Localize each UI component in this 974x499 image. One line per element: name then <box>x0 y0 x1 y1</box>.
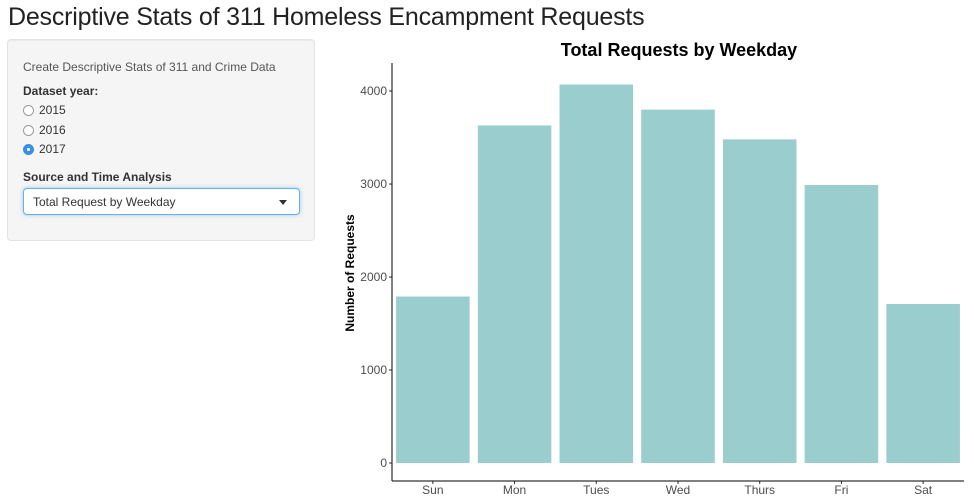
x-tick-label: Mon <box>503 483 526 497</box>
page-title: Descriptive Stats of 311 Homeless Encamp… <box>8 3 645 31</box>
x-tick-label: Thurs <box>744 483 775 497</box>
analysis-select-value: Total Request by Weekday <box>33 195 176 209</box>
sidebar-description: Create Descriptive Stats of 311 and Crim… <box>23 60 276 74</box>
y-tick-label: 4000 <box>360 84 387 98</box>
dataset-year-label: Dataset year: <box>23 84 99 98</box>
radio-label: 2017 <box>39 142 66 156</box>
radio-option-2016[interactable]: 2016 <box>23 122 66 138</box>
x-tick-label: Wed <box>666 483 690 497</box>
y-tick-label: 1000 <box>360 363 387 377</box>
y-tick-label: 3000 <box>360 177 387 191</box>
bar-mon <box>477 125 552 464</box>
analysis-select[interactable]: Total Request by Weekday <box>23 188 300 215</box>
bar-wed <box>641 109 715 464</box>
radio-button-icon[interactable] <box>23 104 34 116</box>
x-tick-label: Fri <box>834 483 848 497</box>
y-tick-label: 2000 <box>360 270 387 284</box>
bar-tues <box>559 84 634 463</box>
y-tick-label: 0 <box>380 456 387 470</box>
bar-sun <box>396 296 470 463</box>
radio-button-checked-icon[interactable] <box>23 143 34 155</box>
sidebar-panel: Create Descriptive Stats of 311 and Crim… <box>7 39 315 241</box>
radio-label: 2016 <box>39 123 66 137</box>
radio-option-2017[interactable]: 2017 <box>23 141 66 157</box>
chevron-down-icon[interactable] <box>279 200 287 205</box>
bar-sat <box>886 303 960 463</box>
x-tick-label: Tues <box>583 483 609 497</box>
y-axis-label: Number of Requests <box>343 214 357 332</box>
radio-button-icon[interactable] <box>23 124 34 136</box>
radio-option-2015[interactable]: 2015 <box>23 102 66 118</box>
x-tick-label: Sun <box>422 483 443 497</box>
chart-title: Total Requests by Weekday <box>561 40 797 60</box>
bar-fri <box>804 184 879 463</box>
bar-chart: Total Requests by Weekday Number of Requ… <box>343 40 964 497</box>
radio-label: 2015 <box>39 103 66 117</box>
analysis-select-label: Source and Time Analysis <box>23 170 172 184</box>
x-tick-label: Sat <box>914 483 933 497</box>
bar-thurs <box>722 139 797 463</box>
